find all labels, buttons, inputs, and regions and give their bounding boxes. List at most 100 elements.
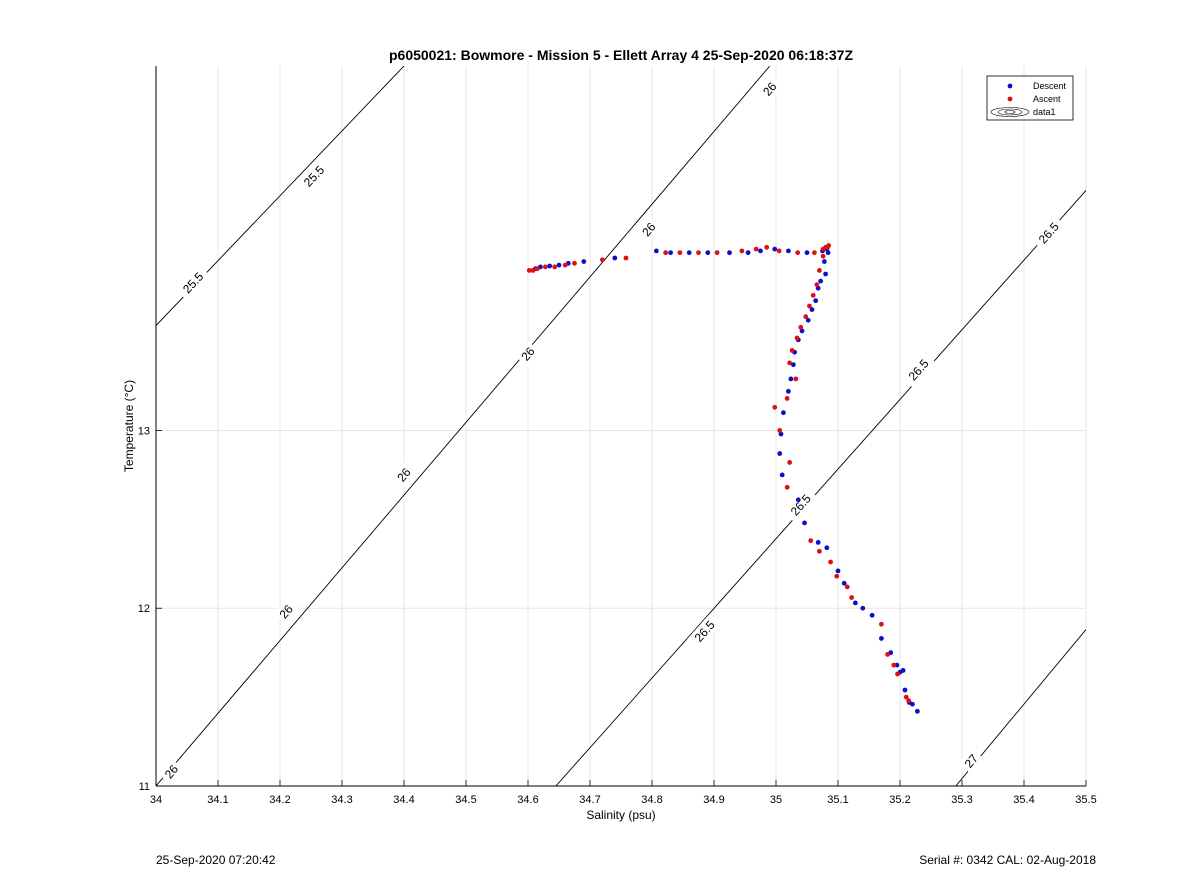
contour-label-mask [783,487,819,524]
descent-point [727,250,732,256]
descent-point [823,271,828,277]
legend-label-ascent: Ascent [1033,94,1061,104]
ascent-point [784,484,790,490]
ascent-point [784,396,790,401]
ascent-point [820,253,826,259]
grid-lines [155,66,1087,787]
descent-point [786,388,791,394]
ascent-point [714,250,720,256]
ascent-point [808,538,814,544]
x-tick-label: 35.3 [951,794,972,806]
descent-point [705,250,711,256]
x-tick-label: 34.6 [517,794,538,806]
descent-point [786,248,791,254]
ascent-point [795,250,801,256]
y-tick-label: 12 [138,603,150,615]
ascent-point [753,246,759,252]
x-tick-label: 34 [150,794,162,806]
descent-point [772,246,778,252]
ascent-point [807,303,812,309]
ascent-point [534,266,540,272]
density-contour-line [555,190,1086,786]
descent-point [781,410,786,416]
y-tick-label: 13 [138,425,150,437]
contour-label-mask [175,265,211,301]
descent-point [779,472,785,478]
density-contours [156,66,1086,786]
ascent-point [739,248,745,254]
ascent-point [663,250,669,256]
ascent-point [849,595,855,600]
ascent-point [572,260,577,266]
contour-label-mask [636,216,662,243]
ascent-point [906,698,912,704]
x-tick-label: 34.9 [703,794,724,806]
descent-point [581,259,587,264]
contour-label-mask [687,613,722,650]
ascent-point [879,621,884,627]
ascent-point [776,248,782,254]
descent-point [825,250,831,256]
x-tick-label: 35.5 [1075,794,1096,806]
ascent-point [817,268,822,273]
contour-label-mask [158,758,185,785]
x-tick-label: 34.7 [579,794,600,806]
descent-point [668,250,673,256]
contour-label-mask [296,158,332,195]
contour-label-mask [757,76,783,102]
descent-point [835,568,841,574]
ascent-point [600,257,605,263]
ascent-point [803,314,809,320]
x-tick-label: 35.2 [889,794,910,806]
descent-point [795,497,801,503]
y-tick-label: 11 [139,781,150,793]
descent-point [790,362,796,368]
x-tick-label: 34.2 [269,794,290,806]
x-axis-label: Salinity (psu) [586,808,655,822]
descent-point [869,612,875,618]
footer-timestamp: 25-Sep-2020 07:20:42 [156,853,276,867]
ascent-point [530,268,536,273]
contour-label-mask [1031,215,1067,252]
legend-box [986,75,1074,121]
ascent-point [696,250,701,256]
ascent-point [834,573,840,579]
ascent-point [825,244,830,250]
ascent-point [772,404,778,410]
descent-point [556,262,562,268]
chart-title: p6050021: Bowmore - Mission 5 - Ellett A… [389,47,853,63]
ascent-point [562,262,568,268]
contour-label-mask [515,341,541,367]
descent-point [879,636,884,641]
ascent-point [677,250,683,256]
ascent-point [787,460,793,465]
ascent-point [895,671,900,677]
ascent-point [810,292,816,298]
descent-point [852,600,858,606]
ascent-point [844,584,850,590]
legend-label-data1: data1 [1033,107,1056,117]
ascent-point [552,264,558,270]
legend-marker-ascent [1007,96,1013,102]
legend-marker-descent [1007,83,1013,89]
ascent-point [885,652,890,657]
y-axis-label: Temperature (°C) [122,380,136,472]
x-tick-label: 34.4 [393,794,414,806]
ascent-point [794,335,800,341]
legend-marker-contour-icon [990,107,1030,117]
descent-point [653,248,659,254]
descent-point [802,520,807,526]
data-points [526,243,920,714]
descent-point [805,317,811,323]
x-tick-label: 34.8 [641,794,662,806]
x-tick-label: 34.5 [455,794,476,806]
ascent-point [787,360,793,366]
ascent-point [777,428,783,433]
descent-point [815,540,821,545]
contour-label-mask [391,462,417,488]
x-tick-label: 34.1 [207,794,228,806]
x-tick-label: 35.1 [827,794,848,806]
ascent-point [526,268,532,273]
